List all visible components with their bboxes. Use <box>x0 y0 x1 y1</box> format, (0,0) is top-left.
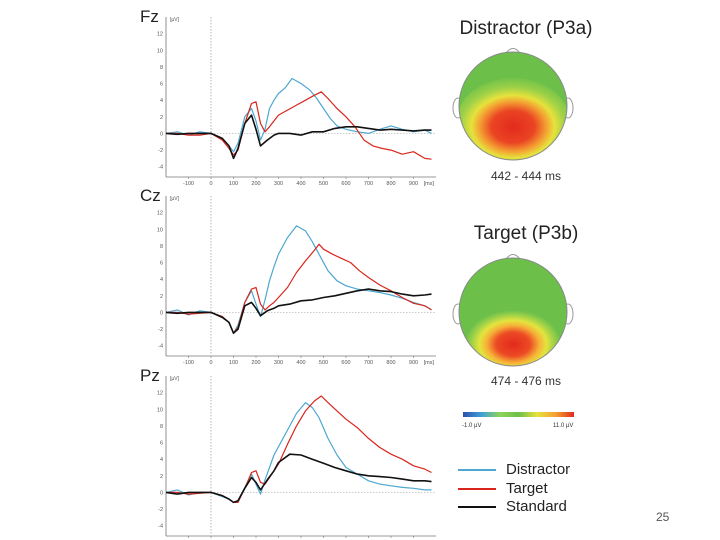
y-tick-label: 4 <box>160 277 163 283</box>
page-number: 25 <box>656 510 670 524</box>
y-tick-label: -2 <box>158 507 163 513</box>
x-tick-label: 600 <box>341 360 350 366</box>
panel-cz: Cz [µV] -4 -2 0 2 4 6 8 10 12 -100 0 100 200 300 400 500 6… <box>140 186 436 366</box>
y-tick-label: 10 <box>157 227 163 233</box>
topomap-time-target: 474 - 476 ms <box>490 374 562 388</box>
y-tick-label: 2 <box>160 115 163 121</box>
y-tick-label: 12 <box>157 32 163 38</box>
y-tick-label: 10 <box>157 48 163 54</box>
y-tick-label: 8 <box>160 65 163 71</box>
y-tick-label: -4 <box>158 344 163 350</box>
panel-pz: Pz[µV]-4-2024681012-10001002003004005006… <box>140 366 436 538</box>
y-unit-label: [µV] <box>170 376 180 382</box>
x-tick-label: 800 <box>386 181 395 187</box>
x-tick-label: -100 <box>183 360 194 366</box>
y-tick-label: -2 <box>158 327 163 333</box>
x-tick-label: 700 <box>364 360 373 366</box>
series-line-standard <box>165 453 432 504</box>
topomap-title-distractor: Distractor (P3a) <box>459 18 593 39</box>
x-tick-label: 400 <box>296 360 305 366</box>
y-tick-label: -4 <box>158 165 163 171</box>
x-tick-label: 0 <box>209 360 212 366</box>
x-unit-label: [ms] <box>424 360 435 366</box>
x-tick-label: 300 <box>274 360 283 366</box>
legend-swatch <box>458 488 496 490</box>
x-tick-label: 0 <box>209 181 212 187</box>
y-tick-label: 12 <box>157 391 163 397</box>
y-unit-label: [µV] <box>170 17 180 23</box>
y-tick-label: -2 <box>158 148 163 154</box>
legend-swatch <box>458 469 496 471</box>
topomap-head-distractor <box>452 48 574 161</box>
y-tick-label: 10 <box>157 407 163 413</box>
x-tick-label: 100 <box>229 360 238 366</box>
y-tick-label: 0 <box>160 490 163 496</box>
series-line-distractor <box>165 77 432 153</box>
y-tick-label: 4 <box>160 457 163 463</box>
topomap-time-distractor: 442 - 444 ms <box>490 169 562 183</box>
topomap-head-target <box>452 254 574 367</box>
topomap-title-target: Target (P3b) <box>473 223 579 244</box>
legend-swatch <box>458 506 496 508</box>
x-tick-label: 500 <box>319 360 328 366</box>
series-line-target <box>166 243 432 334</box>
x-unit-label: [ms] <box>424 181 435 187</box>
x-tick-label: 900 <box>409 360 418 366</box>
y-unit-label: [µV] <box>170 196 180 202</box>
y-tick-label: 8 <box>160 424 163 430</box>
series-line-distractor <box>165 402 432 503</box>
series-line-standard <box>165 114 432 160</box>
series-line-target <box>166 91 432 160</box>
y-tick-label: 8 <box>160 244 163 250</box>
y-tick-label: 6 <box>160 441 163 447</box>
x-tick-label: 200 <box>251 181 260 187</box>
y-tick-label: 6 <box>160 261 163 267</box>
x-tick-label: 100 <box>229 181 238 187</box>
x-tick-label: 600 <box>341 181 350 187</box>
x-tick-label: 300 <box>274 181 283 187</box>
y-tick-label: 0 <box>160 131 163 137</box>
panel-fz: Fz [µV] -4 -2 0 2 4 6 8 10 12 -100 0 100 200 300 400 500 6… <box>140 7 436 187</box>
x-tick-label: 900 <box>409 181 418 187</box>
x-tick-label: -100 <box>183 181 194 187</box>
y-tick-label: 6 <box>160 82 163 88</box>
colorbar-min-label: -1.0 µV <box>462 423 482 429</box>
panel-title: Pz <box>140 366 160 385</box>
colorbar-max-label: 11.0 µV <box>553 423 574 429</box>
x-tick-label: 200 <box>251 360 260 366</box>
x-tick-label: 400 <box>296 181 305 187</box>
series-line-distractor <box>165 225 432 334</box>
panel-title: Cz <box>140 186 161 205</box>
panel-title: Fz <box>140 7 159 26</box>
series-line-standard <box>165 288 432 335</box>
colorbar <box>463 412 574 417</box>
x-tick-label: 700 <box>364 181 373 187</box>
y-tick-label: 12 <box>157 211 163 217</box>
y-tick-label: 2 <box>160 474 163 480</box>
legend-label: Distractor <box>506 461 571 478</box>
y-tick-label: 4 <box>160 98 163 104</box>
y-tick-label: -4 <box>158 524 163 530</box>
legend-label: Target <box>506 480 548 497</box>
legend-label: Standard <box>506 498 567 515</box>
y-tick-label: 0 <box>160 310 163 316</box>
x-tick-label: 800 <box>386 360 395 366</box>
y-tick-label: 2 <box>160 294 163 300</box>
x-tick-label: 500 <box>319 181 328 187</box>
